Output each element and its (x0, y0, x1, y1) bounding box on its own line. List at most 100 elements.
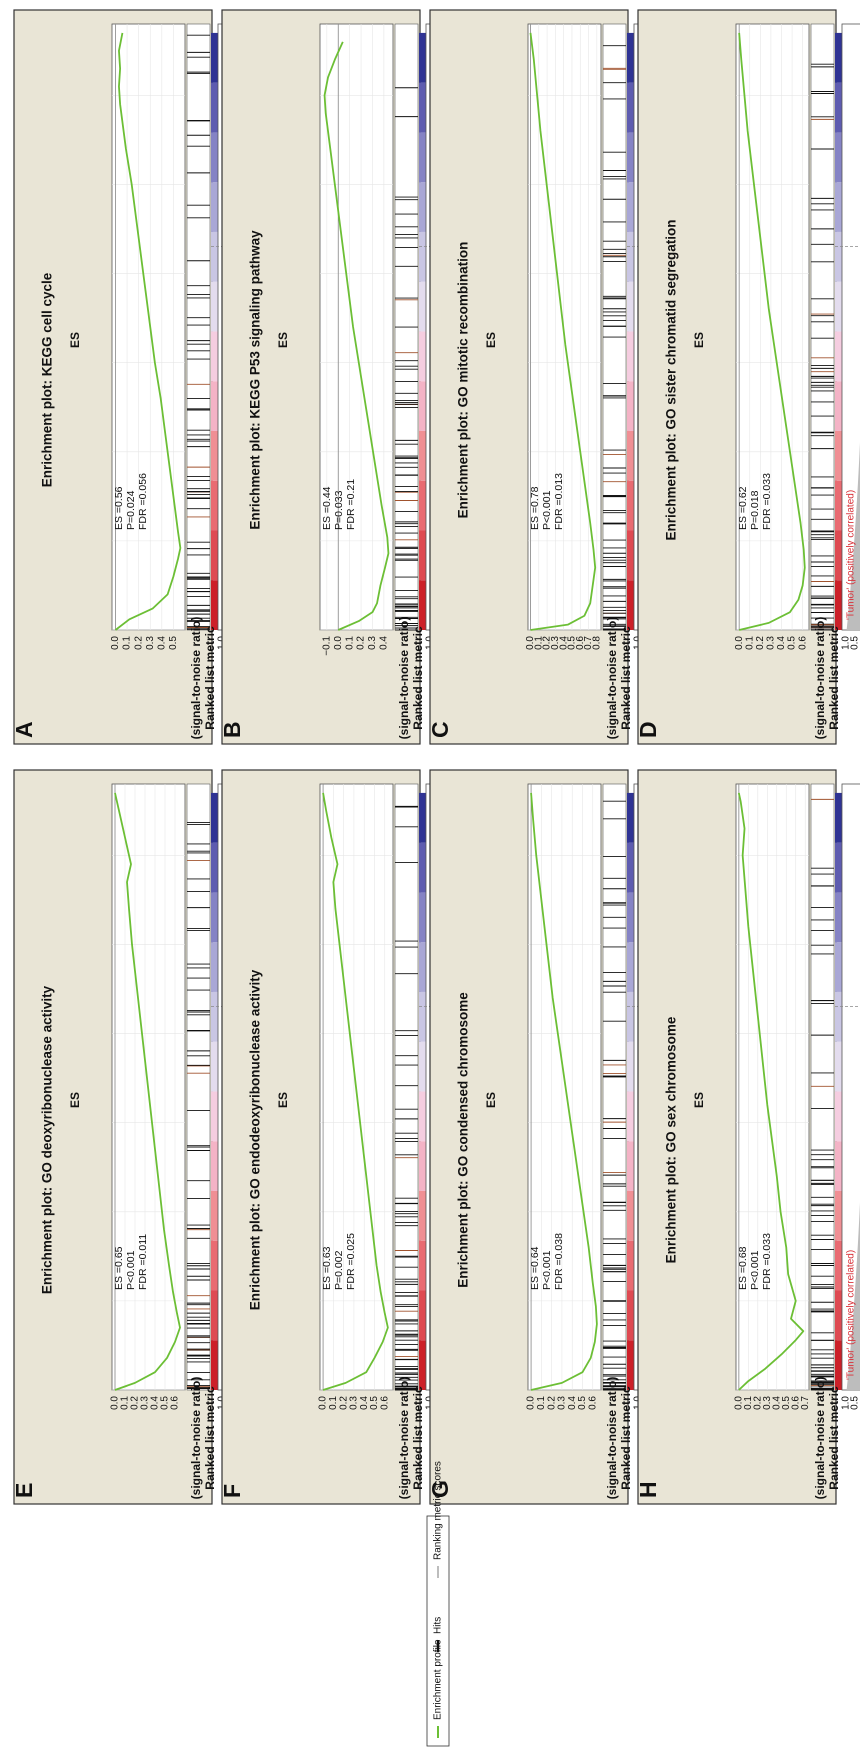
metric-axis-label: (signal-to-noise ratio) (813, 617, 827, 740)
stat-label: FDR =0.013 (553, 473, 565, 530)
legend-label: Ranking metric scores (433, 1461, 444, 1560)
heat-cell (835, 132, 842, 183)
heat-cell (419, 182, 426, 232)
es-tick-label: 0.5 (168, 636, 179, 650)
stat-label: ES =0.64 (529, 1246, 541, 1290)
metric-axis-label: Ranked list metric (827, 1386, 841, 1490)
panel-title: Enrichment plot: GO condensed chromosome (456, 992, 471, 1288)
heat-cell (627, 942, 634, 992)
panel-title: Enrichment plot: GO sister chromatid seg… (664, 219, 679, 540)
es-tick-label: 0.2 (755, 636, 766, 650)
es-tick-label: 0.6 (379, 1396, 390, 1410)
metric-tick-label: 0.5 (850, 636, 860, 650)
panel-g: G Enrichment plot: GO condensed chromosom… (427, 769, 724, 1505)
heat-cell (211, 530, 218, 581)
panel-letter: H (635, 1481, 661, 1498)
metric-axis-label: (signal-to-noise ratio) (813, 1377, 827, 1500)
enrichment-profile-line (529, 32, 597, 631)
heat-cell (627, 82, 634, 133)
heat-cell (419, 331, 426, 382)
heat-cell (627, 182, 634, 232)
panel-letter: G (427, 1480, 453, 1498)
panel-title: Enrichment plot: KEGG P53 signaling path… (248, 230, 263, 530)
heat-cell (835, 381, 842, 431)
panel-title: Enrichment plot: GO sex chromosome (664, 1016, 679, 1263)
es-tick-label: 0.2 (546, 1396, 557, 1410)
panel-letter: B (219, 721, 245, 738)
stat-label: ES =0.65 (113, 1246, 125, 1290)
heat-cell (627, 1091, 634, 1142)
es-tick-label: 0.5 (567, 636, 578, 650)
metric-axis-label: Ranked list metric (619, 1386, 633, 1490)
stat-label: FDR =0.038 (553, 1233, 565, 1290)
heat-cell (419, 281, 426, 332)
heat-cell (211, 1091, 218, 1142)
es-tick-label: 0.3 (762, 1396, 773, 1410)
stat-label: ES =0.68 (737, 1246, 749, 1290)
es-tick-label: 0.4 (150, 1396, 161, 1410)
metric-plot-area (841, 783, 860, 1391)
heat-cell (627, 1290, 634, 1341)
heat-cell (627, 231, 634, 282)
heat-cell (211, 1190, 218, 1241)
es-tick-label: 0.0 (734, 636, 745, 650)
heat-cell (835, 892, 842, 943)
es-tick-label: 0.4 (558, 636, 569, 650)
es-tick-label: 0.7 (583, 636, 594, 650)
es-tick-label: 0.3 (766, 636, 777, 650)
metric-axis-label: Ranked list metric (827, 626, 841, 730)
heat-cell (211, 82, 218, 133)
metric-axis-label: (signal-to-noise ratio) (397, 617, 411, 740)
heat-cell (627, 32, 634, 83)
es-tick-label: 0.2 (356, 636, 367, 650)
panel-title: Enrichment plot: GO endodeoxyribonucleas… (248, 969, 263, 1310)
es-tick-label: 0.7 (800, 1396, 811, 1410)
es-tick-label: 0.1 (743, 1396, 754, 1410)
es-tick-label: 0.1 (344, 636, 355, 650)
es-tick-label: 0.1 (120, 1396, 131, 1410)
stat-label: P=0.002 (333, 1250, 345, 1290)
stat-label: P=0.024 (125, 490, 137, 530)
heat-cell (627, 530, 634, 581)
legend-frame (426, 1515, 450, 1747)
es-tick-label: 0.4 (379, 636, 390, 650)
heat-cell (211, 281, 218, 332)
es-tick-label: 0.6 (790, 1396, 801, 1410)
stat-label: P=0.018 (749, 490, 761, 530)
enrichment-profile-line (323, 41, 390, 631)
metric-axis-label: Ranked list metric (203, 1386, 217, 1490)
es-plot-area (735, 23, 810, 631)
es-tick-label: 0.5 (787, 636, 798, 650)
stat-label: ES =0.62 (737, 486, 749, 530)
heat-cell (627, 792, 634, 843)
heat-cell (835, 1041, 842, 1092)
metric-axis-label: (signal-to-noise ratio) (189, 1377, 203, 1500)
es-tick-label: 0.5 (781, 1396, 792, 1410)
hits-strip (186, 23, 211, 631)
heat-cell (835, 1091, 842, 1142)
heat-cell (211, 942, 218, 992)
metric-axis-label: Ranked list metric (619, 626, 633, 730)
es-tick-label: 0.3 (550, 636, 561, 650)
enrichment-profile-line (530, 792, 598, 1391)
heat-cell (835, 331, 842, 382)
heat-cell (419, 580, 426, 630)
stat-label: ES =0.63 (321, 1246, 333, 1290)
heat-cell (419, 381, 426, 431)
hits-strip (602, 783, 627, 1391)
es-tick-label: 0.0 (333, 636, 344, 650)
es-axis-label: ES (68, 332, 82, 348)
metric-axis-label: (signal-to-noise ratio) (605, 1377, 619, 1500)
heat-cell (211, 1340, 218, 1390)
es-tick-label: 0.1 (744, 636, 755, 650)
es-tick-label: 0.4 (771, 1396, 782, 1410)
heat-cell (835, 580, 842, 630)
stat-label: FDR =0.21 (345, 479, 357, 530)
heat-cell (627, 281, 634, 332)
es-tick-label: 0.3 (145, 636, 156, 650)
heat-cell (835, 182, 842, 232)
metric-tick-label: 0.5 (850, 1396, 860, 1410)
es-tick-label: 0.0 (110, 1396, 121, 1410)
heat-cell (211, 480, 218, 531)
es-tick-label: 0.2 (752, 1396, 763, 1410)
